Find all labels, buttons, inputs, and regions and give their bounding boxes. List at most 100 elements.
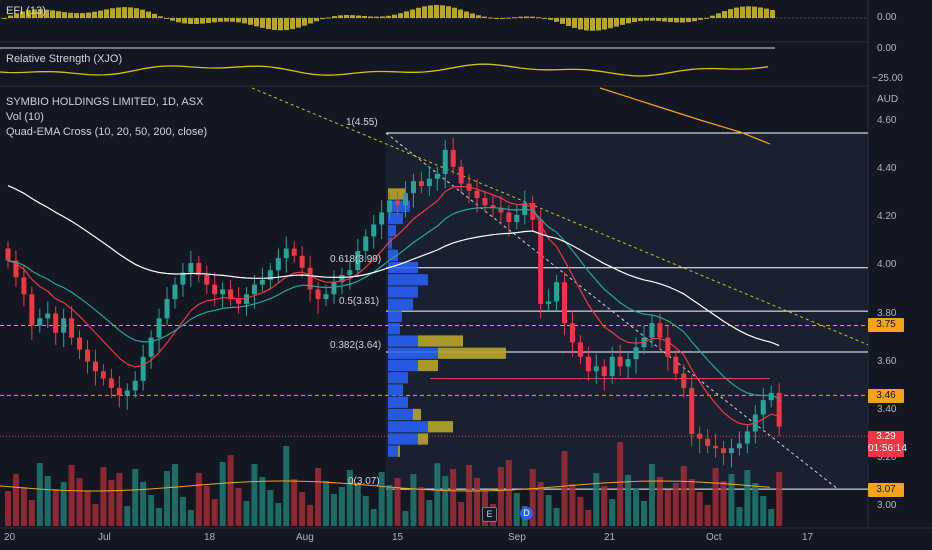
efi-bar [182, 18, 187, 24]
efi-bar [350, 15, 355, 18]
bar-countdown: 01:56:14 [868, 443, 907, 454]
volume-bar [275, 503, 282, 526]
efi-bar [68, 12, 73, 18]
volume-bar [235, 488, 242, 526]
volume-bar [378, 472, 385, 526]
volume-bar [609, 499, 616, 526]
efi-bar [686, 18, 691, 23]
volume-indicator-label[interactable]: Vol (10) [6, 111, 44, 123]
volume-profile-bar [388, 445, 398, 457]
volume-bar [140, 482, 147, 526]
efi-bar [416, 7, 421, 18]
volume-bar [100, 467, 107, 526]
efi-bar [302, 18, 307, 26]
volume-bar [577, 497, 584, 526]
volume-bar [553, 508, 560, 526]
efi-bar [296, 18, 301, 28]
volume-bar [60, 482, 67, 526]
efi-bar [698, 18, 703, 20]
volume-bar [625, 475, 632, 526]
volume-profile-bar [388, 421, 428, 433]
efi-bar [512, 17, 517, 19]
volume-ma-line [0, 480, 771, 492]
volume-bar [537, 482, 544, 526]
candle-body [100, 371, 106, 379]
fib-label-05: 0.5(3.81) [339, 296, 380, 307]
efi-bar [128, 7, 133, 18]
efi-bar [602, 18, 607, 30]
volume-bar [243, 501, 250, 526]
candle-body [474, 190, 480, 198]
efi-bar [518, 16, 523, 18]
efi-bar [170, 18, 175, 21]
efi-bar [680, 18, 685, 23]
rs-line [0, 63, 769, 77]
candle-body [371, 224, 377, 237]
volume-profile-bar [438, 347, 506, 359]
efi-title: EFI (13) [6, 5, 46, 17]
efi-bar [560, 18, 565, 24]
date-tick: 17 [802, 532, 814, 543]
efi-bar [542, 18, 547, 19]
volume-profile-bar [388, 249, 398, 261]
candle-body [236, 299, 242, 304]
efi-bar [632, 18, 637, 22]
candle-body [124, 390, 130, 396]
candle-body [283, 248, 289, 259]
volume-bar [458, 502, 465, 526]
candle-body [164, 299, 170, 319]
candle-body [387, 200, 393, 213]
efi-bar [140, 9, 145, 18]
efi-bar [344, 14, 349, 18]
efi-bar [608, 18, 613, 29]
candle-body [657, 323, 663, 338]
volume-bar [219, 462, 226, 526]
efi-bar [206, 18, 211, 24]
candle-body [363, 236, 369, 251]
volume-profile-bar [388, 310, 402, 323]
candle-body [625, 359, 631, 367]
volume-profile-bar [388, 335, 418, 347]
efi-bar [446, 6, 451, 18]
candle-body [92, 361, 98, 372]
price-tick: 4.60 [877, 115, 897, 126]
volume-bar [251, 464, 258, 526]
volume-profile-bar [388, 384, 403, 396]
volume-bar [164, 471, 170, 526]
volume-bar [513, 493, 520, 526]
volume-profile-bar [388, 261, 418, 274]
volume-bar [5, 491, 11, 526]
volume-bar [776, 472, 783, 526]
efi-bar [482, 16, 487, 18]
efi-bar [356, 15, 361, 18]
symbol-title[interactable]: SYMBIO HOLDINGS LIMITED, 1D, ASX [6, 96, 204, 108]
volume-bar [124, 506, 131, 526]
volume-bar [307, 505, 314, 526]
ema-indicator-label[interactable]: Quad-EMA Cross (10, 20, 50, 200, close) [6, 126, 208, 138]
volume-bar [648, 464, 655, 526]
efi-bar [200, 18, 205, 24]
efi-bar [452, 7, 457, 19]
efi-bar [38, 9, 43, 18]
earnings-marker[interactable]: E [482, 507, 497, 522]
candle-body [705, 438, 711, 446]
candle-body [275, 258, 281, 271]
efi-bar [656, 18, 661, 21]
candle-body [490, 205, 496, 208]
ema-20-line [7, 207, 780, 399]
dividend-marker[interactable]: D [520, 507, 533, 520]
efi-bar [164, 18, 169, 19]
volume-profile-bar [388, 396, 408, 408]
efi-bar [674, 18, 679, 23]
efi-bar [266, 18, 271, 30]
volume-profile-bar [388, 298, 413, 310]
candle-body [426, 178, 432, 186]
volume-bar [656, 477, 663, 526]
volume-bar [418, 487, 425, 526]
efi-bar [494, 17, 499, 19]
efi-bar [668, 18, 673, 23]
candle-body [13, 260, 19, 278]
volume-bar [505, 460, 512, 526]
volume-bar [450, 469, 457, 526]
